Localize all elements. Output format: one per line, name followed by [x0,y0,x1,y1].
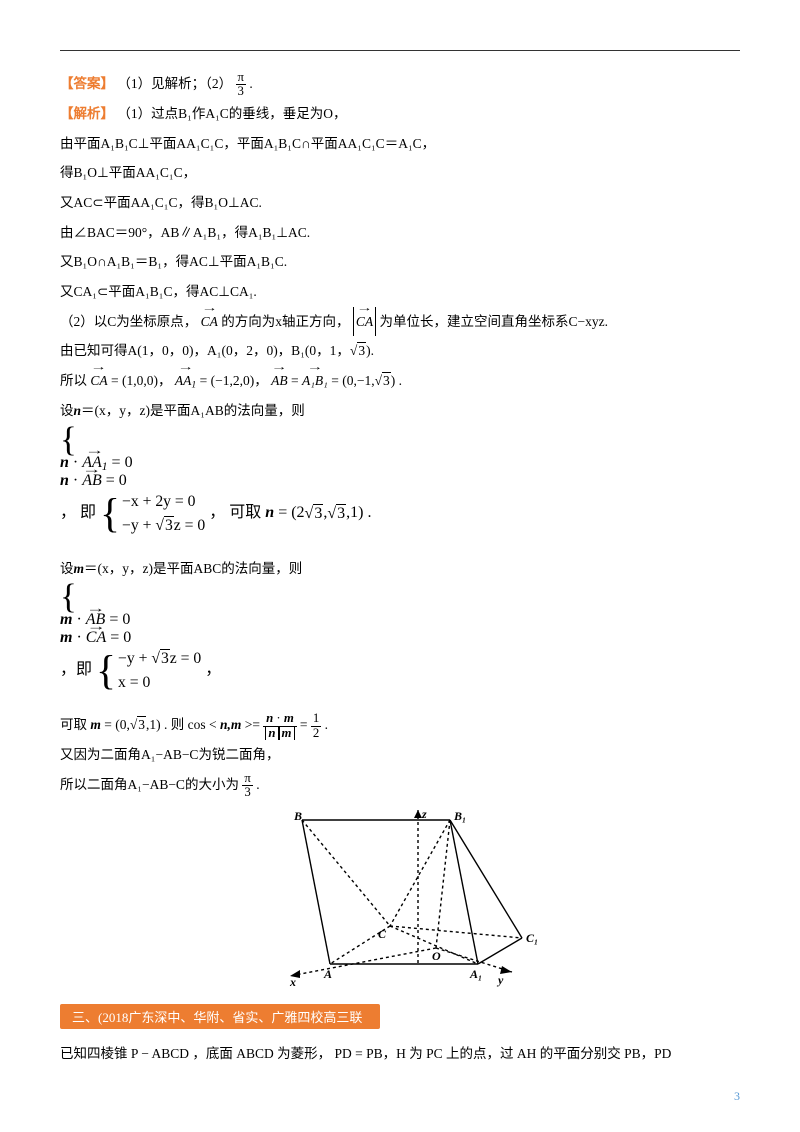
vec-ca: CA [201,307,218,337]
brace-m-left: { [60,583,79,611]
normal-n-text: 设n＝(x，y，z)是平面A₁AB的法向量，则 [60,396,740,426]
system-n: { [60,426,740,454]
take-m-cos: 可取 m = (0,3,1) . 则 cos < n,m >= n · m nm… [60,710,740,740]
answer-label: 【答案】 [60,76,114,91]
page-number: 3 [734,1089,740,1104]
analysis-7: 又CA₁⊂平面A₁B₁C，得AC⊥CA₁. [60,277,740,307]
conclusion-2: 所以二面角A₁−AB−C的大小为 π 3 . [60,770,740,800]
diagram-label-O: O [432,949,441,963]
p2-l3: 所以 CA = (1,0,0)， AA1 = (−1,2,0)， AB = A₁… [60,366,740,396]
page: 【答案】 （1）见解析；（2） π 3 . 【解析】 （1）过点B₁作A₁C的垂… [0,0,800,1132]
analysis-5: 由∠BAC＝90°，AB∥A₁B₁，得A₁B₁⊥AC. [60,218,740,248]
analysis-4: 又AC⊂平面AA₁C₁C，得B₁O⊥AC. [60,188,740,218]
analysis-1: 【解析】 （1）过点B₁作A₁C的垂线，垂足为O， [60,99,740,129]
normal-m-text: 设m＝(x，y，z)是平面ABC的法向量，则 [60,554,740,584]
problem-text: 已知四棱锥 P − ABCD ，底面 ABCD 为菱形， PD = PB，H 为… [60,1039,740,1069]
diagram-label-y: y [496,973,504,987]
geometry-diagram: B B₁ C O C₁ A A₁ x y z [250,808,550,988]
analysis-6: 又B₁O∩A₁B₁＝B₁，得AC⊥平面A₁B₁C. [60,247,740,277]
sqrt-3: 3 [350,336,366,366]
section-tag: 三、(2018广东深中、华附、省实、广雅四校高三联 [60,1004,380,1029]
diagram-label-B: B [293,809,302,823]
conclusion-1: 又因为二面角A₁−AB−C为锐二面角， [60,740,740,770]
analysis-label: 【解析】 [60,106,114,121]
p2-l1: （2）以C为坐标原点， CA 的方向为x轴正方向， CA 为单位长，建立空间直角… [60,307,740,337]
diagram-label-x: x [289,975,296,988]
diagram-label-C: C [378,927,387,941]
diagram-label-B1: B₁ [453,809,466,823]
brace-n-right: { −x + 2y = 0 −y + 3z = 0 [100,490,205,537]
analysis-3: 得B₁O⊥平面AA₁C₁C， [60,158,740,188]
brace-m-right: { −y + 3z = 0 x = 0 [96,647,201,694]
answer-line: 【答案】 （1）见解析；（2） π 3 . [60,69,740,99]
cos-frac: n · m nm [263,712,296,740]
diagram-label-A: A [323,967,332,981]
p2-l2: 由已知可得A(1，0，0)，A₁(0，2，0)，B₁(0，1，3). [60,336,740,366]
answer-frac: π 3 [236,71,246,99]
answer-suffix: . [249,76,252,91]
answer-text: （1）见解析；（2） [117,76,232,91]
diagram-label-A1: A₁ [469,967,482,981]
analysis-2: 由平面A₁B₁C⊥平面AA₁C₁C，平面A₁B₁C∩平面AA₁C₁C＝A₁C， [60,129,740,159]
top-rule [60,50,740,51]
abs-ca: CA [353,307,376,337]
system-m: { [60,583,740,611]
diagram-label-C1: C₁ [526,931,538,945]
diagram-label-z: z [421,808,427,821]
